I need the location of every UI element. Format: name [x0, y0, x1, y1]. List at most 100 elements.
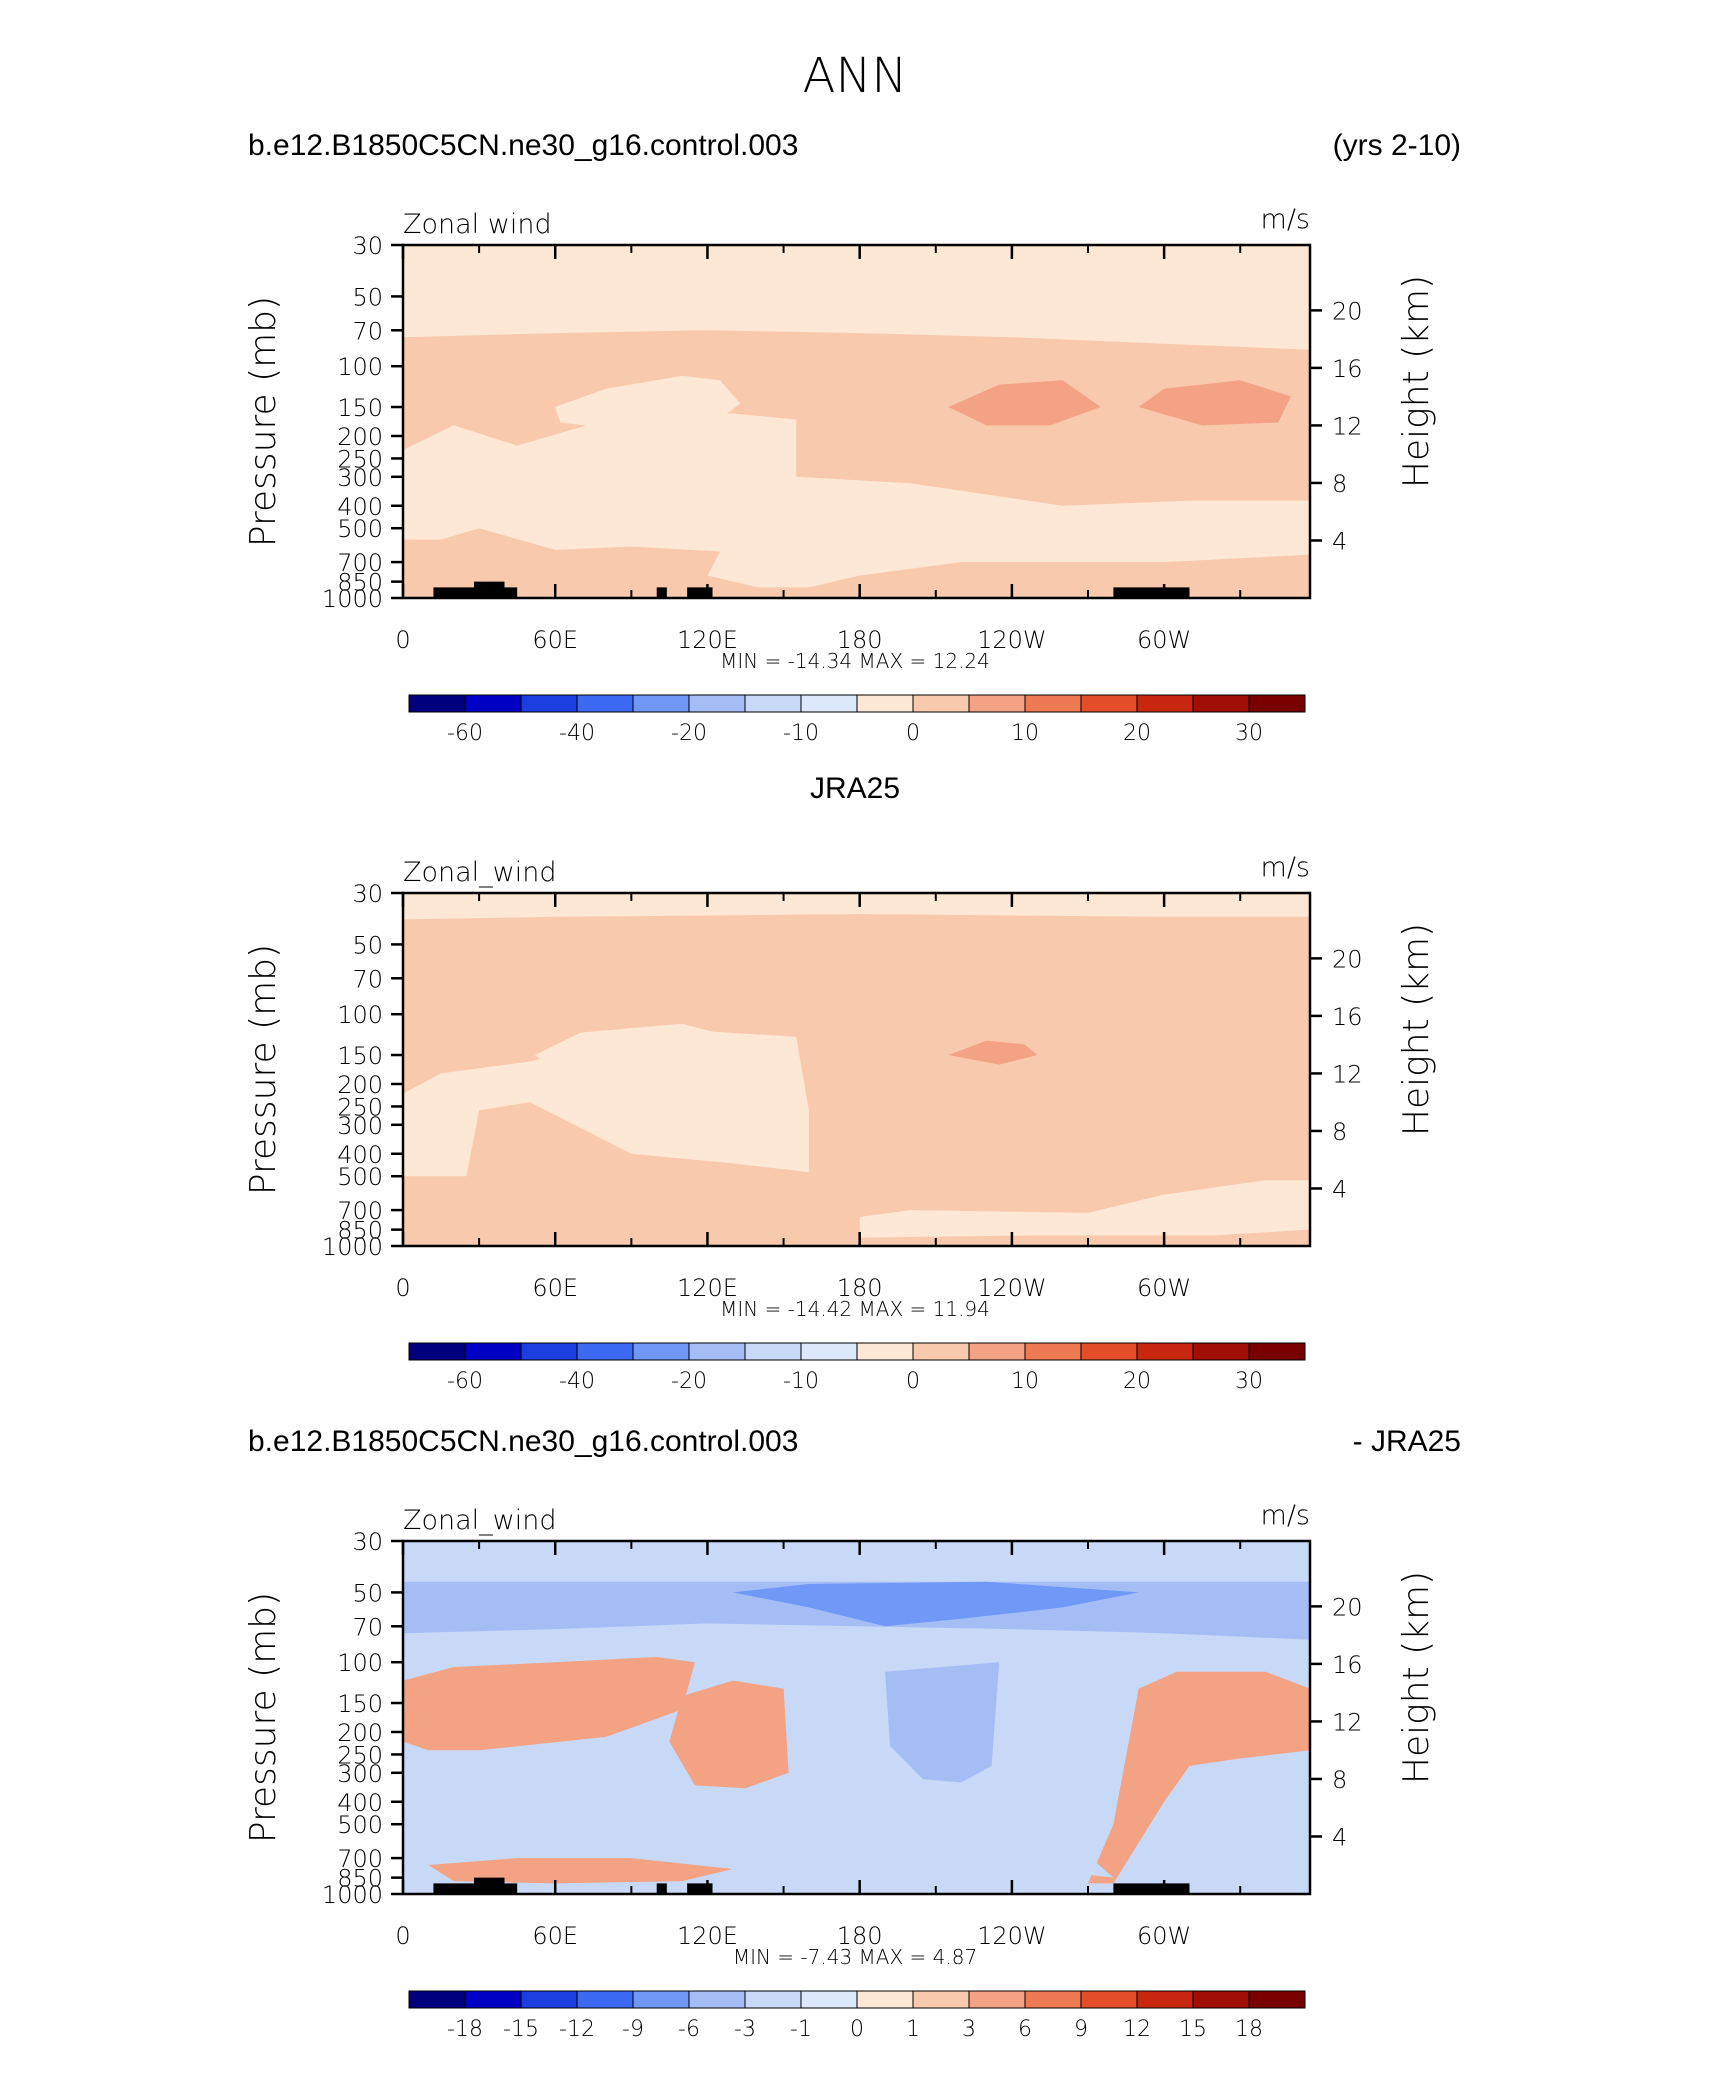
y-tick-label: 100: [337, 353, 383, 381]
panel-diff: b.e12.B1850C5CN.ne30_g16.control.003 - JR…: [243, 1425, 1461, 2042]
colorbar-box: [1080, 1990, 1138, 2009]
colorbar-box: [1136, 1342, 1194, 1361]
contour-region-4: [948, 380, 1101, 426]
contour-region-2: [555, 375, 741, 431]
x-tick-label: 60W: [1137, 1274, 1191, 1302]
y-tick-label: 700: [337, 549, 383, 577]
colorbar-box: [632, 694, 690, 713]
y-tick-label: 250: [337, 445, 383, 473]
y-tick-label: 850: [337, 1217, 383, 1245]
colorbar-label: -20: [671, 1369, 707, 1394]
x-tick-label: 120E: [677, 626, 738, 654]
y-tick-label: 150: [337, 1042, 383, 1070]
y-axis-title: Pressure (mb): [243, 296, 284, 547]
y-tick-label: 400: [337, 1141, 383, 1169]
y-tick-label: 50: [352, 283, 383, 311]
colorbar-box: [688, 1342, 746, 1361]
y-tick-label: 50: [352, 1579, 383, 1607]
colorbar-box: [632, 1990, 690, 2009]
field-contours: [403, 893, 1310, 1238]
x-tick-label: 0: [395, 1922, 410, 1950]
colorbar-box: [688, 694, 746, 713]
colorbar-label: 20: [1123, 1369, 1151, 1394]
contour-region-4: [491, 1660, 657, 1700]
x-tick-label: 120W: [977, 1922, 1047, 1950]
y-tick-label: 500: [337, 515, 383, 543]
panel-obs: JRA25 Zonal_wind m/s 0 60E 120E 180 120W 60W 30 50…: [243, 772, 1437, 1394]
panel-right-title: - JRA25: [1353, 1425, 1461, 1458]
contour-region-2: [732, 1581, 1139, 1627]
x-tick-label: 60W: [1137, 1922, 1191, 1950]
field-contours: [403, 1570, 1310, 1894]
y-tick-label: 200: [337, 1719, 383, 1747]
colorbar-label: 12: [1123, 2017, 1151, 2042]
y-tick-label: 250: [337, 1741, 383, 1769]
min-max-label: MIN = -7.43 MAX = 4.87: [733, 1945, 977, 1969]
colorbar-box: [744, 694, 802, 713]
x-tick-label: 0: [395, 1274, 410, 1302]
colorbar-label: -60: [447, 1369, 483, 1394]
x-tick-label: 60E: [532, 1274, 578, 1302]
colorbar-box: [912, 1342, 970, 1361]
x-tick-label: 180: [837, 1922, 883, 1950]
y-tick-label: 200: [337, 1071, 383, 1099]
y2-tick-label: 20: [1332, 945, 1363, 973]
y-tick-label: 70: [352, 317, 383, 345]
contour-region-6: [885, 1662, 1000, 1783]
y2-tick-label: 4: [1332, 1175, 1347, 1203]
colorbar-label: 3: [962, 2017, 976, 2042]
colorbar-box: [1080, 1342, 1138, 1361]
contour-region-10: [403, 1754, 1114, 1878]
page-title: ANN: [803, 48, 908, 104]
panel-right-title: (yrs 2-10): [1333, 129, 1461, 162]
y2-tick-label: 12: [1332, 412, 1363, 440]
plot-frame: [401, 1539, 1312, 1896]
y2-axis-title: Height (km): [1396, 923, 1437, 1136]
land-mask-3: [687, 587, 713, 598]
colorbar-label: -9: [622, 2017, 644, 2042]
panel-units-label: m/s: [1261, 1500, 1310, 1531]
min-max-label: MIN = -14.34 MAX = 12.24: [720, 649, 990, 673]
colorbar-box: [632, 1342, 690, 1361]
colorbar-label: 30: [1235, 1369, 1263, 1394]
colorbar-label: 0: [850, 2017, 864, 2042]
y-tick-label: 400: [337, 493, 383, 521]
colorbar-box: [576, 1990, 634, 2009]
colorbar-label: -12: [559, 2017, 595, 2042]
x-tick-label: 120W: [977, 626, 1047, 654]
colorbar-box: [1024, 1342, 1082, 1361]
colorbar-label: 15: [1179, 2017, 1207, 2042]
y2-tick-label: 12: [1332, 1708, 1363, 1736]
panel-units-label: m/s: [1261, 852, 1310, 883]
colorbar-box: [912, 1990, 970, 2009]
colorbar-box: [1192, 1342, 1250, 1361]
contour-region-8: [529, 1194, 695, 1228]
colorbar-box: [800, 1990, 858, 2009]
y2-tick-label: 8: [1332, 1118, 1347, 1146]
colorbar-box: [1080, 694, 1138, 713]
contour-region-0: [403, 893, 1310, 920]
plot-frame: [401, 891, 1312, 1248]
y-tick-label: 200: [337, 423, 383, 451]
y2-tick-label: 4: [1332, 1823, 1347, 1851]
colorbar-box: [464, 694, 522, 713]
y-tick-label: 70: [352, 1613, 383, 1641]
colorbar-box: [800, 1342, 858, 1361]
y-tick-label: 50: [352, 931, 383, 959]
y-axis-title: Pressure (mb): [243, 1592, 284, 1843]
colorbar-box: [856, 694, 914, 713]
y-tick-label: 150: [337, 1690, 383, 1718]
panel-center-title: JRA25: [810, 772, 900, 805]
y-tick-label: 30: [352, 1528, 383, 1556]
y-tick-label: 100: [337, 1001, 383, 1029]
y-tick-label: 500: [337, 1163, 383, 1191]
y2-tick-label: 16: [1332, 355, 1363, 383]
y-tick-label: 250: [337, 1093, 383, 1121]
contour-region-6: [948, 1040, 1038, 1065]
colorbar-box: [520, 694, 578, 713]
y2-axis-title: Height (km): [1396, 1571, 1437, 1784]
colorbar-label: -6: [678, 2017, 700, 2042]
colorbar-label: -20: [671, 721, 707, 746]
y2-tick-label: 8: [1332, 470, 1347, 498]
y2-axis-title: Height (km): [1396, 275, 1437, 488]
